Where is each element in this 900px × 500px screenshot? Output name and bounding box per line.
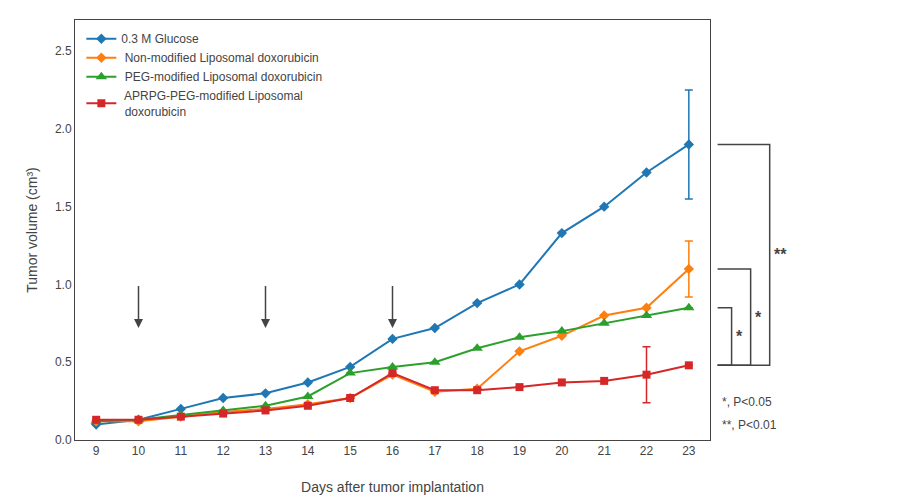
svg-text:10: 10 (132, 444, 146, 458)
svg-text:1.5: 1.5 (55, 200, 72, 214)
svg-text:20: 20 (555, 444, 569, 458)
svg-text:2.5: 2.5 (55, 44, 72, 58)
svg-text:**: ** (774, 246, 787, 263)
svg-text:13: 13 (259, 444, 273, 458)
svg-text:18: 18 (470, 444, 484, 458)
svg-text:23: 23 (682, 444, 696, 458)
svg-text:19: 19 (513, 444, 527, 458)
svg-text:Tumor volume (cm³): Tumor volume (cm³) (24, 167, 40, 293)
svg-text:9: 9 (93, 444, 100, 458)
svg-text:PEG-modified Liposomal doxorub: PEG-modified Liposomal doxorubicin (121, 70, 322, 84)
svg-text:APRPG-PEG-modified Liposomal d: APRPG-PEG-modified Liposomal doxorubicin (121, 89, 302, 119)
svg-text:22: 22 (640, 444, 654, 458)
svg-text:*, P<0.05: *, P<0.05 (722, 395, 772, 409)
svg-text:0.0: 0.0 (55, 433, 72, 447)
svg-text:17: 17 (428, 444, 442, 458)
svg-text:Non-modified Liposomal doxorub: Non-modified Liposomal doxorubicin (121, 51, 318, 65)
svg-text:0.3 M Glucose: 0.3 M Glucose (121, 32, 199, 46)
svg-text:*: * (755, 309, 762, 326)
svg-text:Days after tumor implantation: Days after tumor implantation (301, 479, 484, 495)
svg-text:16: 16 (386, 444, 400, 458)
svg-text:12: 12 (216, 444, 230, 458)
svg-text:15: 15 (343, 444, 357, 458)
svg-text:11: 11 (175, 444, 188, 458)
svg-text:2.0: 2.0 (55, 122, 72, 136)
svg-text:0.5: 0.5 (55, 355, 72, 369)
svg-text:**, P<0.01: **, P<0.01 (722, 418, 777, 432)
svg-text:21: 21 (597, 444, 611, 458)
svg-text:1.0: 1.0 (55, 278, 72, 292)
svg-text:*: * (736, 328, 743, 345)
svg-text:14: 14 (301, 444, 315, 458)
